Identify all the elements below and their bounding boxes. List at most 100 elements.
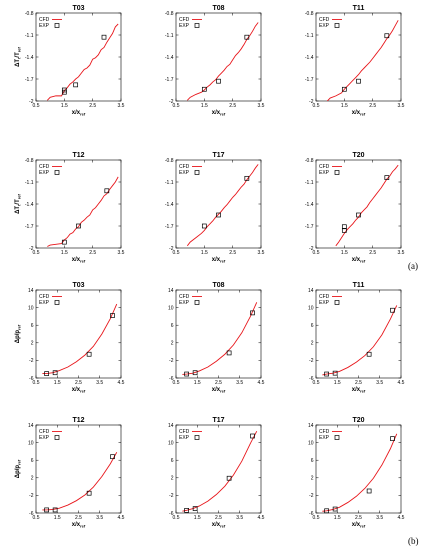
x-tick-label: 2.5 [215, 380, 222, 386]
exp-data-point [324, 508, 329, 514]
y-tick-label: 2 [31, 476, 34, 482]
y-axis-label: Δp/pref [15, 459, 22, 478]
y-tick-label: -0.8 [165, 158, 174, 164]
exp-data-point [216, 78, 221, 84]
y-tick-label: -6 [309, 376, 314, 382]
legend-label-exp: EXP [179, 170, 190, 176]
x-tick-label: 1.5 [334, 515, 341, 521]
y-tick-label: -2 [309, 493, 314, 499]
y-tick-label: -2 [29, 493, 34, 499]
chart-title: T11 [353, 282, 365, 289]
chart-b-T12: T12 0.5 1.5 2.5 3.5 4.5 -6 -2 2 6 10 14 x/xref Δp/pre… [15, 417, 125, 529]
y-tick-label: -2 [169, 99, 174, 105]
legend-label-cfd: CFD [319, 17, 330, 23]
y-tick-label: 6 [171, 323, 174, 329]
x-tick-label: 1.5 [201, 103, 208, 109]
exp-data-point [192, 370, 198, 376]
x-tick-label: 0.5 [173, 103, 180, 109]
panel-label-a: (a) [408, 261, 418, 271]
legend-label-cfd: CFD [179, 294, 190, 300]
exp-data-point [184, 371, 189, 377]
chart-a-T08: T08 0.5 1.5 2.5 3.5 -2 -1.7 -1.4 -1.1 -0.8 x/xref C… [165, 5, 265, 117]
y-tick-label: -1.1 [305, 33, 314, 39]
cfd-series-line [182, 302, 258, 375]
y-tick-label: 14 [168, 423, 174, 429]
y-tick-label: -1.1 [25, 180, 34, 186]
legend-swatch-exp [334, 300, 340, 305]
x-tick-label: 2.5 [355, 380, 362, 386]
x-tick-label: 1.5 [334, 380, 341, 386]
x-tick-label: 4.5 [398, 380, 405, 386]
legend-label-cfd: CFD [39, 429, 50, 435]
legend-swatch-exp [54, 300, 60, 305]
y-tick-label: 2 [171, 476, 174, 482]
x-axis-label: x/xref [72, 110, 86, 117]
x-tick-label: 4.5 [398, 515, 405, 521]
exp-data-point [44, 507, 49, 513]
x-tick-label: 2.5 [75, 380, 82, 386]
exp-data-point [216, 212, 221, 218]
legend-label-exp: EXP [319, 170, 330, 176]
x-tick-label: 2.5 [355, 515, 362, 521]
legend-label-exp: EXP [39, 170, 50, 176]
legend-label-cfd: CFD [319, 429, 330, 435]
y-tick-label: 10 [308, 440, 314, 446]
exp-data-point [366, 488, 372, 494]
x-tick-label: 3.5 [376, 515, 383, 521]
y-axis-label: Δp/pref [15, 324, 22, 343]
exp-data-point [384, 175, 390, 180]
exp-data-point [73, 82, 79, 88]
y-tick-label: -6 [309, 511, 314, 517]
y-tick-label: 10 [168, 305, 174, 311]
x-tick-label: 2.5 [229, 250, 236, 256]
exp-data-point [110, 313, 115, 318]
y-tick-label: -0.8 [165, 11, 174, 17]
y-tick-label: -1.4 [305, 202, 314, 208]
x-tick-label: 2.5 [229, 103, 236, 109]
y-tick-label: 14 [28, 288, 34, 294]
cfd-series-line [322, 433, 398, 512]
x-tick-label: 3.5 [376, 380, 383, 386]
chart-title: T11 [353, 5, 365, 12]
chart-title: T08 [212, 282, 224, 289]
y-tick-label: 2 [311, 476, 314, 482]
exp-data-point [44, 371, 49, 376]
cfd-series-line [42, 303, 118, 375]
exp-data-point [226, 475, 232, 481]
y-tick-label: -6 [29, 376, 34, 382]
x-tick-label: 3.5 [258, 103, 265, 109]
cfd-series-line [182, 430, 258, 512]
x-axis-label: x/xref [212, 110, 226, 117]
y-tick-label: -2 [29, 358, 34, 364]
x-axis-label: x/xref [72, 522, 86, 529]
exp-data-point [226, 350, 232, 356]
y-tick-label: -1.4 [165, 202, 174, 208]
exp-data-point [244, 175, 250, 181]
y-tick-label: 10 [28, 305, 34, 311]
legend-label-cfd: CFD [319, 294, 330, 300]
x-axis-label: x/xref [212, 387, 226, 394]
x-axis-label: x/xref [72, 387, 86, 394]
exp-data-point [324, 371, 329, 377]
x-tick-label: 1.5 [194, 515, 201, 521]
x-tick-label: 3.5 [398, 103, 405, 109]
y-tick-label: -1.7 [25, 77, 34, 83]
legend-label-cfd: CFD [179, 429, 190, 435]
chart-title: T12 [72, 152, 84, 159]
y-tick-label: -1.4 [25, 202, 34, 208]
x-tick-label: 2.5 [89, 103, 96, 109]
y-axis-label: ΔTt/Tref [15, 193, 22, 213]
x-tick-label: 0.5 [33, 380, 40, 386]
exp-data-point [341, 86, 347, 92]
y-tick-label: 6 [171, 458, 174, 464]
y-tick-label: -1.1 [165, 33, 174, 39]
y-tick-label: 2 [171, 341, 174, 347]
exp-data-point [250, 433, 255, 439]
x-tick-label: 3.5 [96, 380, 103, 386]
x-tick-label: 4.5 [118, 380, 125, 386]
